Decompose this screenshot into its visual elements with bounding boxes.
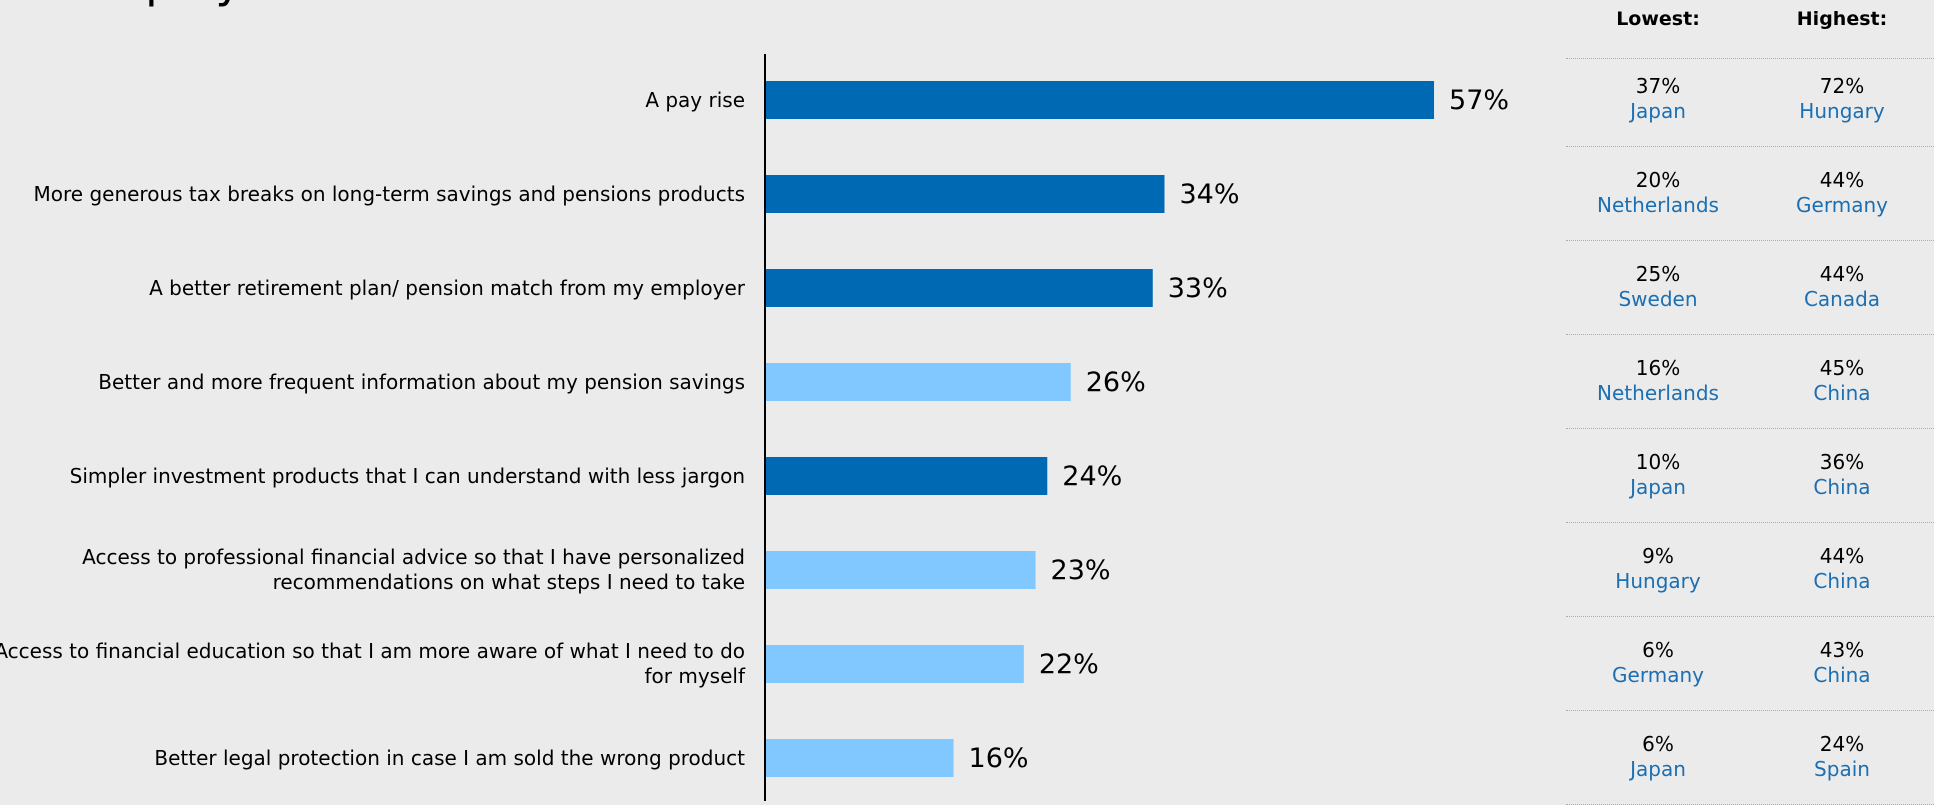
- category-label: Simpler investment products that I can u…: [69, 463, 745, 488]
- bar: [766, 551, 1036, 589]
- lowest-cell: 10% Japan: [1583, 450, 1733, 500]
- highest-cell-pct: 24%: [1819, 732, 1865, 756]
- table-divider: [1566, 58, 1934, 59]
- highest-cell: 44% China: [1767, 544, 1917, 594]
- highest-cell-country: Canada: [1803, 287, 1881, 311]
- bar-value-label: 16%: [969, 743, 1029, 774]
- bar-value-label: 23%: [1051, 555, 1111, 586]
- lowest-cell-country: Netherlands: [1597, 193, 1719, 217]
- lowest-cell: 25% Sweden: [1583, 262, 1733, 312]
- highest-cell-country: China: [1813, 381, 1871, 405]
- highest-cell-pct: 72%: [1819, 74, 1865, 98]
- highest-cell-country: Spain: [1814, 757, 1870, 781]
- lowest-cell-country: Netherlands: [1597, 381, 1719, 405]
- table-divider: [1566, 616, 1934, 617]
- category-label: Better legal protection in case I am sol…: [154, 745, 745, 770]
- lowest-cell-pct: 10%: [1635, 450, 1681, 474]
- highest-header: Highest:: [1796, 8, 1888, 30]
- bar: [766, 363, 1071, 401]
- table-divider: [1566, 710, 1934, 711]
- bar: [766, 175, 1165, 213]
- table-divider: [1566, 522, 1934, 523]
- highest-cell-country: Germany: [1796, 193, 1888, 217]
- lowest-cell: 9% Hungary: [1583, 544, 1733, 594]
- chart-title: employer:: [72, 0, 304, 8]
- category-label: More generous tax breaks on long-term sa…: [33, 181, 745, 206]
- highest-cell: 44% Canada: [1767, 262, 1917, 312]
- highest-cell-pct: 45%: [1819, 356, 1865, 380]
- lowest-cell: 16% Netherlands: [1583, 356, 1733, 406]
- lowest-cell-country: Sweden: [1618, 287, 1698, 311]
- lowest-cell: 6% Japan: [1583, 732, 1733, 782]
- bar: [766, 645, 1024, 683]
- lowest-cell: 37% Japan: [1583, 74, 1733, 124]
- bar: [766, 81, 1435, 119]
- bar-value-label: 24%: [1062, 461, 1122, 492]
- bar: [766, 457, 1048, 495]
- bar-value-label: 57%: [1449, 85, 1509, 116]
- highest-cell-pct: 43%: [1819, 638, 1865, 662]
- category-label: A better retirement plan/ pension match …: [149, 275, 745, 300]
- highest-cell-country: China: [1813, 569, 1871, 593]
- lowest-cell-pct: 20%: [1635, 168, 1681, 192]
- bar-value-label: 26%: [1086, 367, 1146, 398]
- table-divider: [1566, 334, 1934, 335]
- highest-cell: 72% Hungary: [1767, 74, 1917, 124]
- table-divider: [1566, 428, 1934, 429]
- table-divider: [1566, 146, 1934, 147]
- highest-cell: 36% China: [1767, 450, 1917, 500]
- category-label: Access to financial education so that I …: [0, 639, 745, 688]
- lowest-cell-country: Japan: [1630, 475, 1686, 499]
- lowest-cell-country: Hungary: [1615, 569, 1701, 593]
- highest-cell-pct: 44%: [1819, 544, 1865, 568]
- lowest-cell-country: Germany: [1612, 663, 1704, 687]
- category-label: Access to professional financial advice …: [82, 545, 745, 594]
- bar: [766, 269, 1153, 307]
- lowest-cell-pct: 6%: [1642, 638, 1674, 662]
- table-divider: [1566, 240, 1934, 241]
- highest-cell: 45% China: [1767, 356, 1917, 406]
- category-label: A pay rise: [645, 87, 745, 112]
- bar-value-label: 33%: [1168, 273, 1228, 304]
- lowest-cell-pct: 37%: [1635, 74, 1681, 98]
- lowest-cell-pct: 16%: [1635, 356, 1681, 380]
- highest-cell-country: China: [1813, 663, 1871, 687]
- lowest-cell-pct: 9%: [1642, 544, 1674, 568]
- lowest-cell-country: Japan: [1630, 99, 1686, 123]
- highest-cell: 43% China: [1767, 638, 1917, 688]
- highest-cell-country: Hungary: [1799, 99, 1885, 123]
- lowest-cell-pct: 6%: [1642, 732, 1674, 756]
- highest-cell-country: China: [1813, 475, 1871, 499]
- lowest-header: Lowest:: [1616, 8, 1700, 30]
- highest-cell: 24% Spain: [1767, 732, 1917, 782]
- bar-value-label: 34%: [1179, 179, 1239, 210]
- bar: [766, 739, 954, 777]
- lowest-cell: 6% Germany: [1583, 638, 1733, 688]
- highest-cell-pct: 36%: [1819, 450, 1865, 474]
- lowest-cell-pct: 25%: [1635, 262, 1681, 286]
- lowest-cell: 20% Netherlands: [1583, 168, 1733, 218]
- highest-cell-pct: 44%: [1819, 168, 1865, 192]
- highest-cell-pct: 44%: [1819, 262, 1865, 286]
- highest-cell: 44% Germany: [1767, 168, 1917, 218]
- bar-value-label: 22%: [1039, 649, 1099, 680]
- lowest-cell-country: Japan: [1630, 757, 1686, 781]
- category-label: Better and more frequent information abo…: [98, 369, 745, 394]
